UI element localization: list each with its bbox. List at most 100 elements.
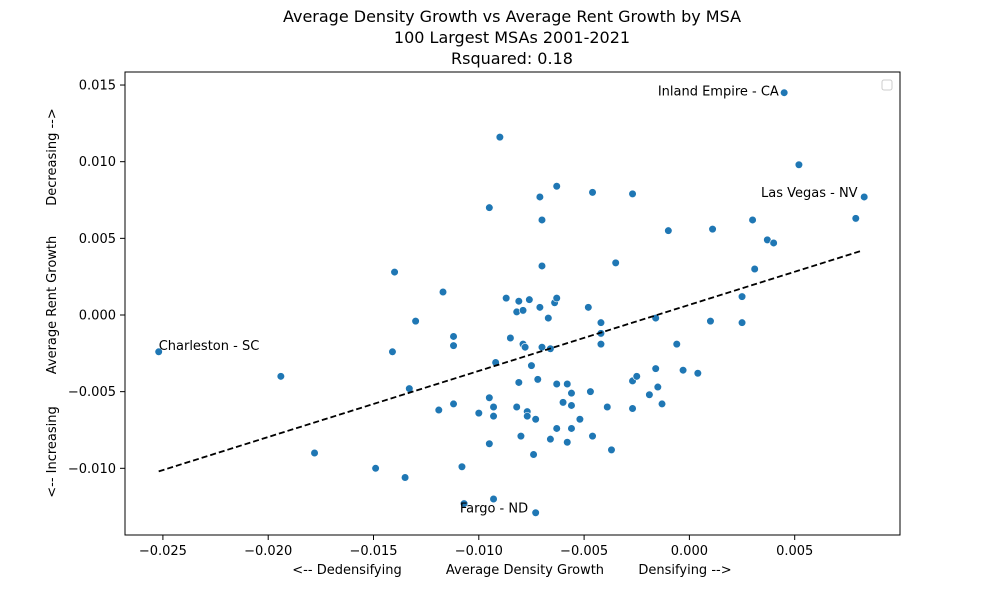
data-point bbox=[737, 292, 747, 301]
x-tick-label: −0.010 bbox=[455, 544, 503, 559]
point-annotation: Charleston - SC bbox=[159, 339, 260, 354]
y-tick-label: 0.015 bbox=[79, 79, 116, 94]
data-point bbox=[489, 494, 498, 504]
data-point bbox=[567, 424, 576, 433]
data-point bbox=[434, 405, 443, 415]
data-point bbox=[533, 375, 542, 384]
x-axis-label-left: <-- Dedensifying bbox=[292, 563, 401, 578]
data-point bbox=[535, 192, 544, 202]
y-tick-label: 0.010 bbox=[79, 155, 116, 170]
data-point bbox=[563, 438, 572, 447]
y-axis-label-bottom: <-- Increasing bbox=[45, 406, 60, 498]
data-point bbox=[588, 188, 597, 197]
data-point bbox=[693, 369, 702, 378]
data-point bbox=[552, 379, 561, 389]
data-point bbox=[552, 182, 561, 191]
data-point bbox=[531, 508, 540, 517]
data-point bbox=[657, 399, 667, 409]
data-point bbox=[529, 450, 538, 459]
data-point bbox=[400, 473, 410, 482]
data-point bbox=[276, 372, 285, 381]
point-annotation: Inland Empire - CA bbox=[658, 85, 779, 100]
x-tick-label: −0.015 bbox=[349, 544, 397, 559]
data-point bbox=[449, 341, 458, 350]
data-point bbox=[495, 133, 504, 142]
data-point bbox=[537, 343, 547, 352]
data-point bbox=[544, 313, 553, 323]
data-point bbox=[527, 361, 536, 370]
data-point bbox=[518, 306, 528, 315]
data-point bbox=[516, 432, 526, 441]
data-point bbox=[603, 402, 612, 412]
data-point bbox=[860, 192, 869, 202]
data-point bbox=[664, 226, 673, 235]
data-point bbox=[651, 364, 660, 373]
data-point bbox=[371, 464, 380, 473]
data-point bbox=[588, 432, 597, 441]
data-point bbox=[575, 415, 584, 424]
data-point bbox=[632, 372, 641, 381]
data-point bbox=[531, 415, 540, 424]
data-point bbox=[748, 215, 757, 225]
data-point bbox=[438, 287, 448, 297]
data-point bbox=[514, 297, 523, 306]
y-tick-label: 0.000 bbox=[79, 308, 116, 323]
data-point bbox=[514, 378, 523, 387]
x-axis-label: Average Density Growth bbox=[446, 563, 604, 578]
data-point bbox=[737, 318, 747, 327]
plot-frame bbox=[124, 71, 901, 536]
data-point bbox=[310, 448, 319, 458]
data-point bbox=[512, 402, 521, 412]
x-tick-label: −0.020 bbox=[244, 544, 292, 559]
data-point bbox=[558, 398, 568, 407]
legend-box bbox=[881, 79, 893, 91]
y-axis-label: Average Rent Growth bbox=[45, 236, 60, 375]
data-point bbox=[706, 317, 715, 326]
data-point bbox=[537, 215, 547, 225]
data-point bbox=[523, 412, 532, 421]
data-point bbox=[521, 343, 530, 352]
data-point bbox=[459, 499, 469, 508]
data-point bbox=[586, 387, 595, 396]
data-point bbox=[750, 264, 759, 274]
data-point bbox=[506, 333, 515, 343]
data-point bbox=[489, 412, 498, 421]
x-axis-label-right: Densifying --> bbox=[638, 563, 731, 578]
data-point bbox=[552, 424, 561, 433]
y-axis-label-top: Decreasing --> bbox=[45, 108, 60, 205]
data-point bbox=[672, 340, 681, 349]
data-point bbox=[653, 382, 662, 392]
data-point bbox=[628, 404, 637, 413]
y-tick-label: 0.005 bbox=[79, 232, 116, 247]
data-point bbox=[449, 332, 458, 341]
plot-area: −0.025 −0.020 −0.015 −0.010 −0.005 0.000 0.005… bbox=[68, 79, 869, 559]
data-point bbox=[596, 318, 606, 327]
data-point bbox=[449, 399, 458, 409]
data-point bbox=[563, 379, 572, 389]
data-point bbox=[780, 88, 789, 97]
data-point bbox=[525, 295, 534, 304]
x-tick-label: 0.005 bbox=[776, 544, 813, 559]
data-point bbox=[584, 303, 593, 312]
data-point bbox=[474, 409, 483, 418]
data-point bbox=[546, 435, 555, 444]
point-annotation: Fargo - ND bbox=[460, 502, 528, 517]
data-point bbox=[485, 393, 494, 402]
data-point bbox=[537, 261, 547, 271]
point-annotation: Las Vegas - NV bbox=[761, 186, 858, 201]
data-point bbox=[485, 203, 494, 212]
data-point bbox=[678, 366, 688, 375]
data-point bbox=[535, 303, 544, 312]
data-point bbox=[628, 189, 637, 198]
data-point bbox=[489, 402, 498, 412]
data-point bbox=[502, 294, 511, 303]
data-point bbox=[851, 214, 860, 223]
y-tick-label: −0.010 bbox=[68, 462, 116, 477]
data-point bbox=[552, 294, 561, 303]
data-point bbox=[567, 401, 576, 410]
data-point bbox=[457, 462, 467, 471]
data-point bbox=[607, 445, 616, 455]
chart-title-line-1: Average Density Growth vs Average Rent G… bbox=[283, 7, 741, 26]
data-point bbox=[611, 258, 620, 267]
